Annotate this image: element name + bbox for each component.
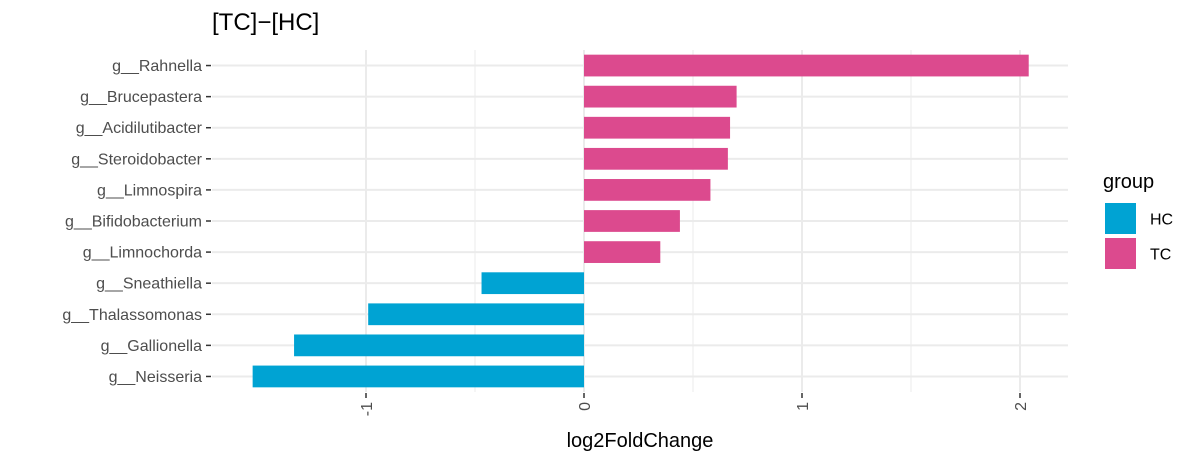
- bar-g__Thalassomonas: [368, 303, 584, 326]
- y-tick-label: g__Bifidobacterium: [65, 214, 202, 231]
- bar-g__Bifidobacterium: [584, 210, 680, 232]
- bar-g__Acidilutibacter: [584, 116, 731, 139]
- x-tick-label: -1: [359, 402, 376, 416]
- x-axis: -1 0 1 2: [359, 393, 1030, 416]
- y-tick-label: g__Gallionella: [101, 338, 203, 355]
- bar-g__Gallionella: [294, 334, 584, 357]
- y-tick-label: g__Thalassomonas: [62, 307, 202, 324]
- y-tick-label: g__Steroidobacter: [71, 151, 202, 168]
- bar-g__Neisseria: [252, 365, 584, 388]
- chart-title: [TC]−[HC]: [212, 9, 319, 36]
- x-tick-label: 1: [795, 402, 812, 411]
- y-tick-label: g__Limnospira: [97, 182, 202, 199]
- y-tick-label: g__Neisseria: [109, 369, 202, 386]
- legend-label: TC: [1150, 247, 1171, 264]
- bar-g__Sneathiella: [481, 272, 584, 295]
- legend-title: group: [1103, 171, 1154, 193]
- legend-key-HC: [1105, 203, 1136, 234]
- x-axis-title: log2FoldChange: [567, 430, 714, 452]
- bar-g__Limnospira: [584, 179, 711, 201]
- legend-key-TC: [1105, 238, 1136, 269]
- y-tick-label: g__Brucepastera: [80, 89, 202, 106]
- legend: group HC TC: [1103, 171, 1173, 269]
- y-tick-label: g__Rahnella: [112, 58, 202, 75]
- y-axis: g__Rahnella g__Brucepastera g__Acidilutiba…: [62, 58, 211, 386]
- bars: [252, 54, 1029, 388]
- bar-g__Limnochorda: [584, 241, 661, 263]
- legend-label: HC: [1150, 212, 1173, 229]
- bar-g__Rahnella: [584, 54, 1029, 77]
- bar-g__Steroidobacter: [584, 147, 728, 170]
- x-tick-label: 0: [577, 402, 594, 411]
- x-tick-label: 2: [1013, 402, 1030, 411]
- y-tick-label: g__Limnochorda: [83, 245, 202, 262]
- y-tick-label: g__Sneathiella: [96, 276, 202, 293]
- y-tick-label: g__Acidilutibacter: [76, 120, 203, 137]
- bar-g__Brucepastera: [584, 85, 737, 108]
